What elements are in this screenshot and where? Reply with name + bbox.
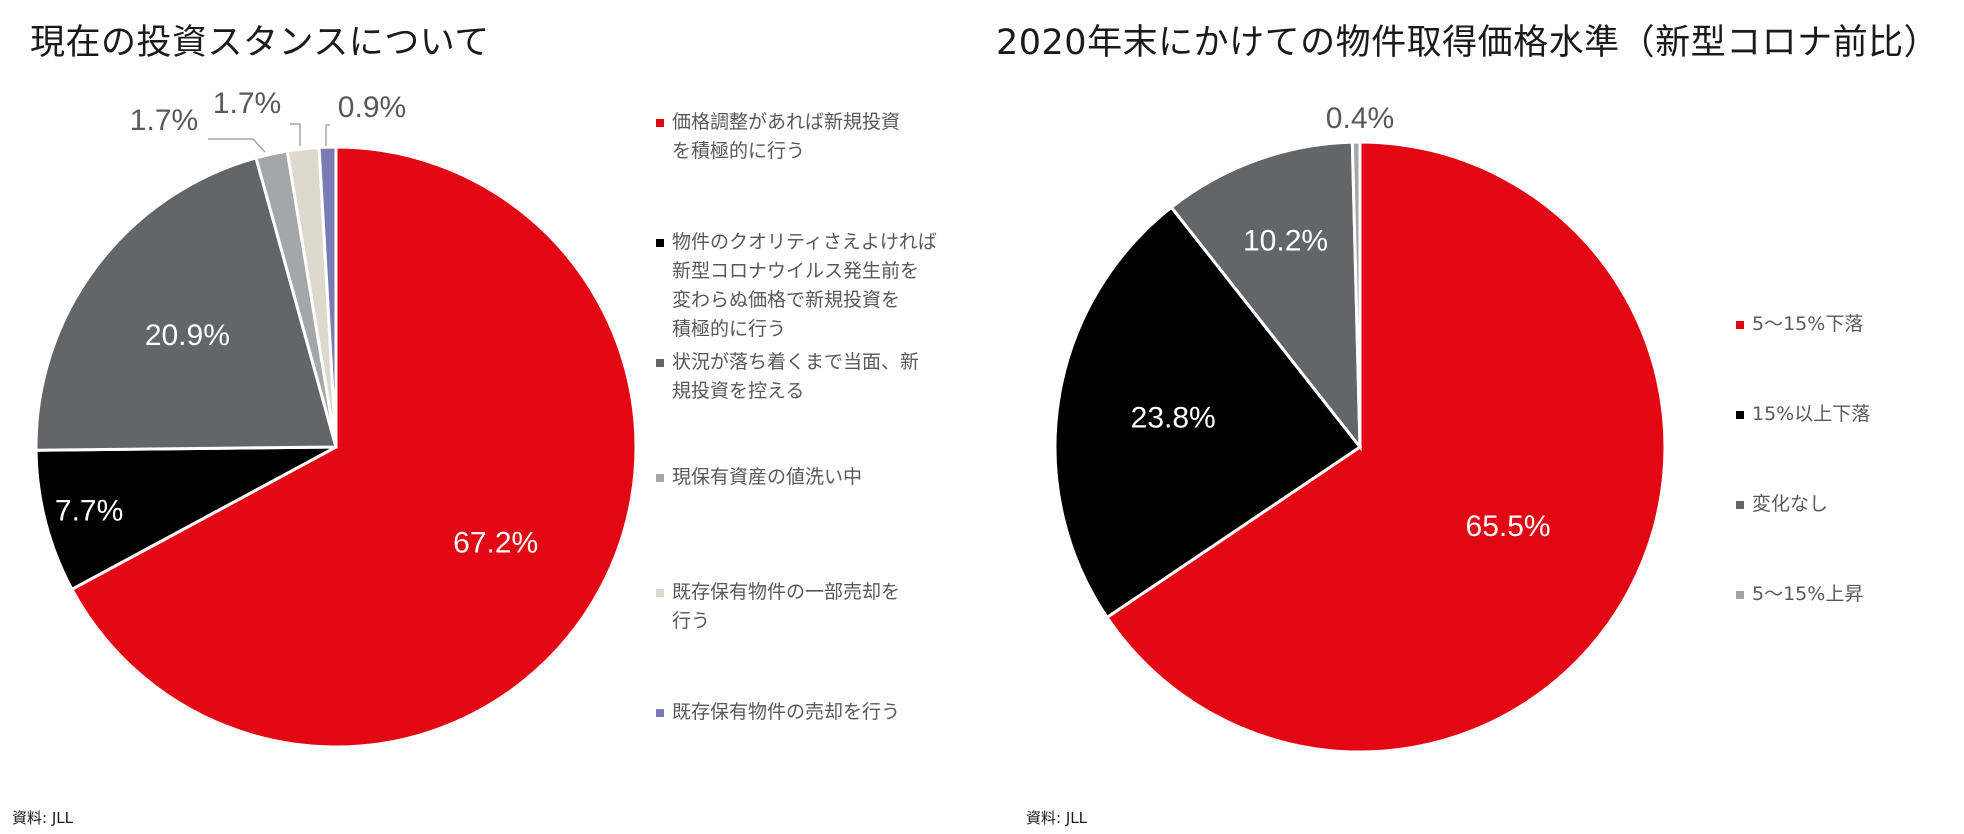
pie-slice-2 — [1169, 140, 1362, 452]
legend-label: 現保有資産の値洗い中 — [672, 466, 863, 488]
legend-item: 既存保有物件の一部売却を 行う — [656, 578, 946, 636]
legend-label: 物件のクオリティさえよければ 新型コロナウイルス発生前を 変わらぬ価格で新規投資を積… — [672, 231, 937, 340]
data-label-1: 7.7% — [55, 495, 123, 528]
source-note: 資料: JLL — [1026, 809, 1087, 827]
chart-panel-price-level: 2020年末にかけての物件取得価格水準（新型コロナ前比） 65.5% 23.8% 1… — [996, 0, 1964, 834]
data-label-3: 0.4% — [1326, 102, 1394, 135]
legend-item: 変化なし — [1736, 490, 1964, 519]
legend-swatch — [1736, 321, 1744, 329]
legend-label: 変化なし — [1752, 493, 1829, 515]
legend-item: 既存保有物件の売却を行う — [656, 698, 946, 727]
pie-chart-price-level: 65.5% 23.8% 10.2% 0.4% — [1053, 102, 1667, 754]
legend-label: 15%以上下落 — [1752, 403, 1871, 425]
data-label-2: 10.2% — [1243, 224, 1328, 257]
pie-chart-investment-stance: 67.2% 7.7% 20.9% 1.7% 1.7% 0.9% — [34, 87, 638, 749]
legend-item: 現保有資産の値洗い中 — [656, 463, 946, 492]
chart-panel-investment-stance: 現在の投資スタンスについて 67.2% 7.7% 20.9% 1.7% 1.7% 0.9%… — [12, 23, 946, 827]
leader-line-3 — [208, 138, 266, 153]
legend-item: 価格調整があれば新規投資 を積極的に行う — [656, 108, 946, 166]
legend-label: 既存保有物件の売却を行う — [672, 701, 901, 723]
legend-swatch — [656, 119, 664, 127]
legend-item: 5～15%下落 — [1736, 310, 1964, 339]
pie-slice-1 — [34, 445, 337, 592]
data-label-1: 23.8% — [1131, 402, 1216, 435]
legend-swatch — [1736, 591, 1744, 599]
legend-swatch — [1736, 411, 1744, 419]
legend-swatch — [656, 359, 664, 367]
legend-label: 既存保有物件の一部売却を 行う — [672, 581, 901, 632]
legend-swatch — [1736, 501, 1744, 509]
pie-slice-0 — [1104, 140, 1667, 754]
chart-title: 2020年末にかけての物件取得価格水準（新型コロナ前比） — [996, 23, 1940, 63]
pie-slice-5 — [317, 145, 338, 448]
legend-swatch — [656, 474, 664, 482]
legend-item: 15%以上下落 — [1736, 400, 1964, 429]
legend-item: 5～15%上昇 — [1736, 580, 1964, 609]
legend-label: 価格調整があれば新規投資 を積極的に行う — [672, 111, 901, 162]
source-note: 資料: JLL — [12, 809, 73, 827]
legend-item: 物件のクオリティさえよければ 新型コロナウイルス発生前を 変わらぬ価格で新規投資を積… — [656, 228, 946, 344]
legend-swatch — [656, 589, 664, 597]
legend-label: 5～15%下落 — [1752, 313, 1864, 335]
legend-swatch — [656, 239, 664, 247]
data-label-3: 1.7% — [130, 104, 198, 137]
leader-line-5 — [325, 124, 330, 146]
data-label-2: 20.9% — [145, 319, 230, 352]
data-label-4: 1.7% — [213, 87, 281, 120]
pie-slice-0 — [69, 145, 638, 749]
data-label-0: 65.5% — [1466, 510, 1551, 543]
legend-label: 5～15%上昇 — [1752, 583, 1864, 605]
legend-item: 状況が落ち着くまで当面、新 規投資を控える — [656, 348, 946, 406]
chart-title: 現在の投資スタンスについて — [30, 23, 490, 63]
pie-slice-1 — [1053, 205, 1363, 620]
pie-slice-2 — [34, 156, 338, 452]
leader-line-4 — [290, 123, 301, 146]
legend-swatch — [656, 709, 664, 717]
data-label-0: 67.2% — [453, 526, 538, 559]
pie-slice-3 — [1350, 140, 1362, 448]
legend-label: 状況が落ち着くまで当面、新 規投資を控える — [672, 351, 920, 402]
data-label-5: 0.9% — [338, 91, 406, 124]
